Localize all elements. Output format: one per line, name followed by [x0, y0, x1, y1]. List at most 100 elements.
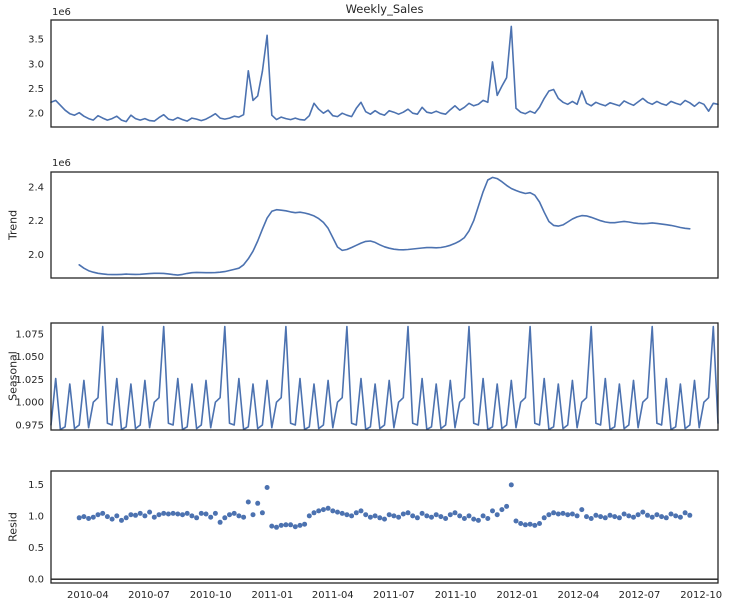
- trend-offset-label: 1e6: [52, 158, 71, 169]
- resid-point: [212, 510, 218, 516]
- resid-point: [485, 516, 491, 521]
- resid-point: [494, 512, 500, 518]
- resid-point: [353, 510, 359, 516]
- resid-point: [677, 514, 683, 520]
- resid-point: [541, 515, 547, 521]
- resid-point: [104, 514, 110, 520]
- resid-point: [114, 513, 120, 519]
- resid-point: [245, 499, 251, 505]
- resid-subplot: 0.0 0.5 1.0 1.5: [28, 470, 719, 586]
- xtick-label: 2011-04: [312, 590, 354, 601]
- resid-point: [645, 512, 650, 518]
- resid-point: [76, 515, 82, 521]
- resid-point: [471, 516, 477, 522]
- resid-point: [81, 514, 87, 520]
- observed-ytick-label: 3.0: [28, 59, 44, 70]
- resid-point: [631, 514, 636, 520]
- resid-point: [621, 511, 627, 517]
- seasonal-ytick-label: 1.000: [15, 398, 44, 409]
- resid-point: [560, 510, 566, 516]
- resid-point: [311, 510, 317, 516]
- resid-point: [217, 519, 223, 525]
- xtick-label: 2010-07: [128, 590, 170, 601]
- resid-point: [414, 515, 420, 521]
- resid-point: [372, 513, 378, 519]
- trend-ytick-label: 2.2: [28, 216, 44, 227]
- resid-point: [396, 514, 402, 520]
- resid-ytick-label: 0.5: [28, 543, 44, 554]
- resid-point: [663, 515, 669, 521]
- resid-point: [574, 513, 580, 519]
- resid-point: [579, 507, 585, 513]
- resid-point: [119, 517, 124, 523]
- resid-point: [461, 516, 467, 521]
- resid-point: [288, 522, 294, 528]
- resid-point: [189, 513, 195, 519]
- xtick-label: 2011-07: [373, 590, 415, 601]
- resid-ytick-label: 1.5: [28, 480, 44, 491]
- resid-ytick-label: 1.0: [28, 511, 44, 522]
- resid-point: [306, 513, 312, 519]
- xtick-label: 2012-04: [558, 590, 600, 601]
- seasonal-ytick-label: 0.975: [15, 420, 44, 431]
- resid-point: [208, 514, 214, 520]
- resid-point: [231, 510, 237, 516]
- resid-point: [447, 512, 453, 518]
- resid-point: [635, 512, 641, 518]
- resid-point: [302, 521, 308, 527]
- chart-title: Weekly_Sales: [345, 2, 424, 16]
- resid-point: [668, 511, 674, 517]
- resid-point: [170, 510, 176, 516]
- resid-point: [241, 514, 247, 520]
- resid-point: [593, 512, 599, 518]
- resid-point: [100, 510, 106, 516]
- resid-point: [429, 514, 434, 520]
- resid-point: [410, 513, 416, 519]
- resid-point: [640, 509, 646, 515]
- resid-point: [180, 512, 185, 518]
- resid-point: [363, 512, 369, 518]
- resid-point: [607, 512, 613, 518]
- resid-point: [518, 521, 524, 526]
- resid-point: [687, 512, 693, 518]
- resid-point: [480, 513, 486, 519]
- resid-point: [616, 515, 622, 521]
- resid-point: [649, 514, 655, 520]
- resid-point: [382, 516, 387, 522]
- resid-point: [274, 524, 279, 530]
- observed-line: [50, 25, 719, 123]
- resid-point: [175, 511, 181, 517]
- resid-point: [522, 522, 528, 528]
- resid-point: [161, 510, 167, 516]
- seasonal-ytick-label: 1.075: [15, 329, 44, 340]
- resid-point: [377, 515, 383, 521]
- resid-point: [438, 514, 444, 520]
- resid-point: [673, 513, 679, 519]
- resid-point: [349, 513, 355, 519]
- resid-point: [546, 512, 552, 518]
- observed-ytick-label: 3.5: [28, 35, 44, 46]
- resid-point: [165, 511, 171, 517]
- resid-point: [297, 522, 303, 528]
- resid-point: [316, 508, 322, 514]
- resid-point: [358, 508, 364, 514]
- resid-point: [499, 507, 505, 513]
- resid-point: [424, 513, 430, 519]
- resid-point: [584, 514, 589, 520]
- resid-point: [551, 510, 557, 516]
- resid-point: [588, 516, 594, 521]
- resid-point: [325, 505, 331, 511]
- resid-point: [250, 512, 256, 518]
- resid-point: [133, 512, 138, 518]
- observed-offset-label: 1e6: [52, 7, 71, 18]
- xtick-label: 2011-01: [252, 590, 294, 601]
- resid-point: [443, 516, 449, 521]
- resid-point: [654, 512, 660, 518]
- resid-point: [433, 512, 439, 518]
- resid-point: [400, 511, 406, 517]
- resid-point: [532, 522, 538, 528]
- resid-point: [283, 522, 289, 528]
- resid-point: [466, 513, 472, 519]
- resid-ytick-label: 0.0: [28, 575, 44, 586]
- resid-point: [151, 514, 157, 520]
